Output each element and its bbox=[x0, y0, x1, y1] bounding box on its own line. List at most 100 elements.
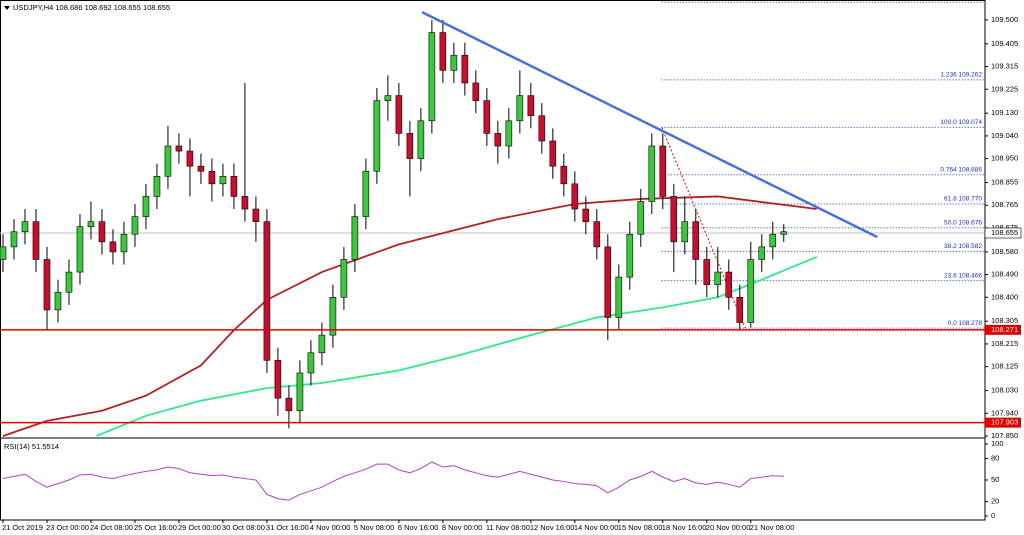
x-tick-label: 20 Nov 00:00 bbox=[706, 523, 751, 532]
candle-body bbox=[54, 291, 62, 311]
menu-arrow bbox=[4, 6, 10, 10]
y-tick-label: 108.675 bbox=[991, 223, 1018, 232]
candle-body bbox=[186, 150, 194, 167]
x-tick-label: 14 Nov 00:00 bbox=[574, 523, 619, 532]
last-price-label: 108.655 bbox=[991, 228, 1018, 237]
candle-body bbox=[439, 32, 447, 71]
candle-body bbox=[450, 54, 458, 71]
fib-label: 100.0 109.074 bbox=[940, 119, 982, 126]
y-tick-label: 109.225 bbox=[991, 84, 1018, 93]
rsi-tick-label: 80 bbox=[991, 453, 999, 462]
fib-label: 50.0 108.676 bbox=[944, 219, 982, 226]
rsi-tick-label: 50 bbox=[991, 475, 999, 484]
candle-body bbox=[329, 297, 337, 336]
candle-body bbox=[362, 170, 370, 217]
level-tag bbox=[985, 417, 1021, 428]
y-tick-label: 108.765 bbox=[991, 200, 1018, 209]
candle-body bbox=[131, 216, 139, 235]
chart-title: USDJPY,H4 108.686 108.692 108.655 108.65… bbox=[13, 3, 170, 12]
candle-body bbox=[120, 233, 128, 253]
y-tick-label: 108.855 bbox=[991, 178, 1018, 187]
candle-body bbox=[307, 352, 315, 374]
rsi-tick-label: 0 bbox=[991, 511, 995, 520]
x-tick-label: 25 Oct 16:00 bbox=[134, 523, 177, 532]
candle-body bbox=[736, 297, 744, 323]
candle-body bbox=[351, 216, 359, 260]
candle-body bbox=[659, 145, 667, 197]
x-tick-label: 29 Oct 00:00 bbox=[178, 523, 221, 532]
candle-body bbox=[0, 246, 7, 260]
candle-body bbox=[527, 95, 535, 117]
candle-body bbox=[373, 100, 381, 172]
y-tick-label: 109.315 bbox=[991, 62, 1018, 71]
candle-body bbox=[241, 196, 249, 210]
candle-body bbox=[219, 175, 227, 185]
fib-label: 38.2 108.582 bbox=[944, 243, 982, 250]
candle-body bbox=[582, 208, 590, 222]
candle-body bbox=[483, 100, 491, 134]
candle-body bbox=[516, 95, 524, 122]
level-tag bbox=[985, 324, 1021, 335]
fib-label: 61.8 108.770 bbox=[944, 196, 982, 203]
x-tick-label: 30 Oct 08:00 bbox=[222, 523, 265, 532]
candle-body bbox=[692, 221, 700, 260]
candle-body bbox=[340, 259, 348, 298]
y-tick-label: 109.130 bbox=[991, 108, 1018, 117]
candle-body bbox=[637, 201, 645, 235]
moving-average bbox=[2, 195, 817, 437]
candle-body bbox=[560, 165, 568, 185]
y-tick-label: 108.125 bbox=[991, 362, 1018, 371]
candle-body bbox=[648, 145, 656, 202]
candle-body bbox=[263, 221, 271, 361]
candle-body bbox=[142, 196, 150, 217]
fib-label: 1.236 109.262 bbox=[940, 72, 982, 79]
candle-body bbox=[769, 233, 777, 248]
candle-body bbox=[780, 231, 788, 235]
candle-body bbox=[505, 120, 513, 147]
candle-body bbox=[571, 183, 579, 210]
candle-body bbox=[428, 32, 436, 122]
candle-body bbox=[274, 360, 282, 399]
candle-body bbox=[285, 397, 293, 412]
x-tick-label: 4 Nov 00:00 bbox=[310, 523, 350, 532]
candle-body bbox=[538, 115, 546, 142]
candle-body bbox=[208, 170, 216, 185]
candle-body bbox=[43, 259, 51, 311]
frame bbox=[0, 0, 986, 521]
candle-body bbox=[153, 175, 161, 197]
x-tick-label: 23 Oct 00:00 bbox=[46, 523, 89, 532]
y-tick-label: 108.490 bbox=[991, 270, 1018, 279]
main-panel bbox=[0, 1, 985, 437]
candle-body bbox=[164, 145, 172, 177]
x-tick-label: 21 Nov 08:00 bbox=[750, 523, 795, 532]
candle-body bbox=[703, 259, 711, 285]
candle-body bbox=[714, 271, 722, 285]
candle-body bbox=[406, 133, 414, 159]
x-tick-label: 12 Nov 16:00 bbox=[530, 523, 575, 532]
y-tick-label: 107.940 bbox=[991, 408, 1018, 417]
candle-body bbox=[461, 54, 469, 84]
x-tick-label: 24 Oct 08:00 bbox=[90, 523, 133, 532]
candle-body bbox=[747, 259, 755, 323]
candle-body bbox=[21, 221, 29, 233]
y-tick-label: 108.030 bbox=[991, 386, 1018, 395]
candle-body bbox=[395, 95, 403, 134]
candle-body bbox=[681, 221, 689, 243]
x-tick-label: 18 Nov 16:00 bbox=[662, 523, 707, 532]
y-tick-label: 108.400 bbox=[991, 292, 1018, 301]
rsi-panel bbox=[2, 461, 784, 501]
x-tick-label: 5 Nov 08:00 bbox=[354, 523, 394, 532]
candle-body bbox=[76, 226, 84, 273]
x-tick-label: 15 Nov 08:00 bbox=[618, 523, 663, 532]
y-tick-label: 109.500 bbox=[991, 15, 1018, 24]
candle-body bbox=[670, 196, 678, 243]
last-price-tag bbox=[984, 227, 1022, 239]
candle-body bbox=[318, 334, 326, 354]
candle-body bbox=[10, 231, 18, 248]
candle-body bbox=[65, 271, 73, 293]
candle-body bbox=[109, 241, 117, 253]
x-tick-label: 8 Nov 00:00 bbox=[442, 523, 482, 532]
candle-body bbox=[549, 140, 557, 167]
